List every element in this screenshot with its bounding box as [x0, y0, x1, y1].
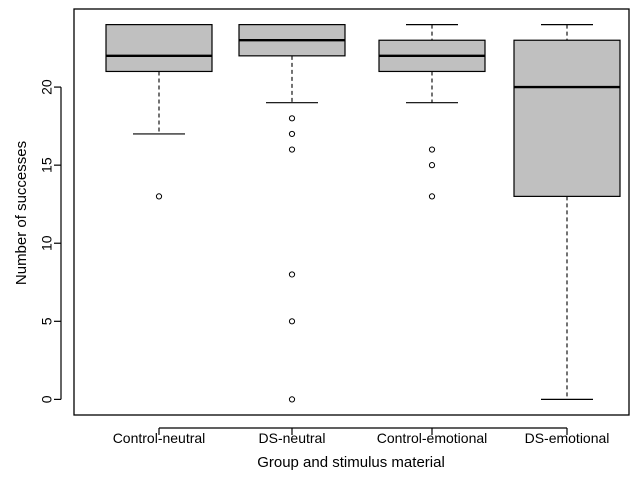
y-tick-label: 10 [39, 235, 55, 251]
x-axis-title: Group and stimulus material [257, 454, 445, 471]
iqr-box [105, 24, 213, 73]
box-group [378, 24, 486, 200]
outlier-point [428, 146, 436, 153]
x-tick-label: Control-emotional [377, 430, 488, 446]
outlier-point [288, 130, 296, 138]
iqr-box [513, 39, 621, 197]
y-tick-label: 5 [39, 317, 55, 325]
x-axis: Control-neutral DS-neutral Control-emotion… [113, 427, 610, 446]
y-axis: 0 5 10 15 20 [39, 79, 62, 403]
y-axis-title: Number of successes [13, 141, 30, 285]
outlier-point [288, 146, 296, 153]
boxes-layer [105, 24, 621, 403]
box-group [513, 24, 621, 400]
outlier-point [428, 193, 436, 200]
outlier-point [288, 396, 296, 403]
plot-frame [73, 8, 630, 416]
x-tick-label: DS-emotional [525, 430, 610, 446]
y-tick-label: 0 [39, 395, 55, 403]
y-tick-label: 20 [39, 79, 55, 95]
box-group [238, 24, 346, 403]
outlier-point [428, 162, 436, 169]
outlier-point [288, 318, 296, 325]
outlier-point [155, 193, 163, 200]
x-tick-label: Control-neutral [113, 430, 206, 446]
box-group [105, 24, 213, 200]
x-tick-label: DS-neutral [259, 430, 326, 446]
outlier-point [288, 115, 296, 122]
y-tick-label: 15 [39, 157, 55, 173]
outlier-point [288, 271, 296, 278]
